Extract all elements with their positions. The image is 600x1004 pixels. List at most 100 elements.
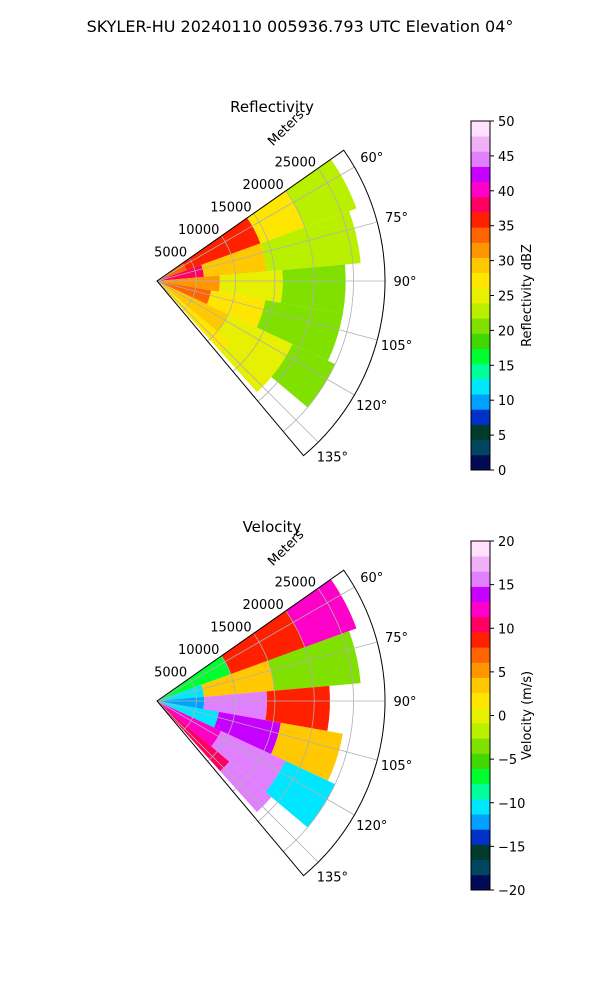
azimuth-tick-label: 105° [381,759,412,774]
colorbar-swatch [471,242,490,258]
field-cell [280,264,346,314]
figure-suptitle: SKYLER-HU 20240110 005936.793 UTC Elevat… [87,17,514,36]
colorbar-tick-label: −15 [498,840,525,855]
colorbar-swatch [471,768,490,785]
colorbar-tick-label: 0 [498,464,506,479]
colorbar-swatch [471,318,490,334]
colorbar-swatch [471,798,490,815]
radial-tick-label: 15000 [210,620,251,635]
field-cell [218,270,283,303]
range-ring [257,610,315,822]
colorbar-swatch [471,348,490,365]
azimuth-tick-label: 90° [393,695,416,710]
colorbar-swatch [471,227,490,243]
azimuth-gridline [156,280,378,341]
field-cell [206,290,266,328]
colorbar-swatch [471,571,490,587]
reflectivity-colorbar: 0 5 10 15 20 25 30 35 40 45 50 Reflectivity dBZ [470,115,535,479]
field-cell [220,341,272,393]
colorbar-swatch [471,738,490,754]
colorbar-swatch [471,136,490,152]
velocity-title: Velocity [243,518,302,536]
reflectivity-title: Reflectivity [230,98,314,116]
colorbar-swatch [471,166,490,183]
radial-tick-label: 5000 [154,245,187,260]
azimuth-gridline [156,221,378,282]
colorbar-tick-label: −5 [498,753,517,768]
colorbar-swatch [471,454,490,471]
colorbar-tick-label: 10 [498,622,515,637]
azimuth-gridline [156,700,319,863]
range-ring [283,588,354,852]
azimuth-gridline [156,700,355,816]
colorbar-swatch [471,541,490,557]
azimuth-tick-label: 60° [360,151,383,166]
colorbar-swatch [471,181,490,198]
radial-tick-label: 10000 [178,643,219,658]
colorbar-tick-label: 5 [498,666,506,681]
field-cell [157,701,219,728]
colorbar-swatch [471,753,490,770]
colorbar-swatch [471,333,490,350]
colorbar-swatch [471,707,490,724]
colorbar-tick-label: 15 [498,359,515,374]
field-cell [157,655,231,701]
colorbar-swatch [471,677,490,694]
colorbar-tick-label: 10 [498,394,515,409]
colorbar-swatch [471,121,490,137]
azimuth-tick-label: 90° [393,275,416,290]
colorbar-swatch [471,257,490,274]
velocity-panel: Velocity 500010000150002000025000Meters6… [154,518,535,899]
field-cell [221,610,305,675]
radial-tick-label: 25000 [275,575,316,590]
field-cell [271,722,343,781]
radial-tick-label: 25000 [275,155,316,170]
colorbar-swatch [471,303,490,319]
colorbar-swatch [471,378,490,395]
field-cell [157,275,220,292]
colorbar-tick-label: 35 [498,220,515,235]
colorbar-tick-label: −20 [498,884,525,899]
field-cell [157,281,212,305]
field-cell [220,761,272,813]
sector-frame [156,149,386,457]
colorbar-swatch [471,394,490,410]
colorbar-swatch [471,692,490,709]
radial-tick-label: 20000 [242,178,283,193]
colorbar-swatch [471,844,490,861]
sector-frame [156,569,386,877]
colorbar-tick-label: 25 [498,290,515,305]
field-cell [260,211,361,272]
field-cell [157,696,205,710]
azimuth-tick-label: 120° [356,399,387,414]
colorbar-swatch [471,424,490,441]
colorbar-swatch [471,632,490,648]
azimuth-tick-label: 135° [317,870,348,885]
colorbar-tick-label: 45 [498,150,515,165]
colorbar-swatch [471,874,490,891]
colorbar-tick-label: 30 [498,255,515,270]
colorbar-tick-label: 15 [498,579,515,594]
colorbar-tick-label: −10 [498,797,525,812]
colorbar-swatch [471,616,490,633]
colorbar-swatch [471,439,490,456]
azimuth-tick-label: 60° [360,571,383,586]
range-ring [257,190,315,402]
colorbar-tick-label: 20 [498,324,515,339]
field-cell [214,711,281,755]
colorbar-swatch [471,647,490,663]
range-ring [283,168,354,432]
colorbar-swatch [471,272,490,289]
range-ring [207,655,236,762]
colorbar-label: Reflectivity dBZ [520,244,535,347]
colorbar-swatch [471,723,490,739]
colorbar-tick-label: 20 [498,535,515,550]
velocity-sector-plot: 500010000150002000025000Meters60°75°90°1… [154,527,416,885]
azimuth-gridline [156,280,355,396]
radial-tick-label: 20000 [242,598,283,613]
radial-tick-label: 15000 [210,200,251,215]
colorbar-swatch [471,363,490,380]
colorbar-swatch [471,783,490,800]
azimuth-gridline [156,641,378,702]
